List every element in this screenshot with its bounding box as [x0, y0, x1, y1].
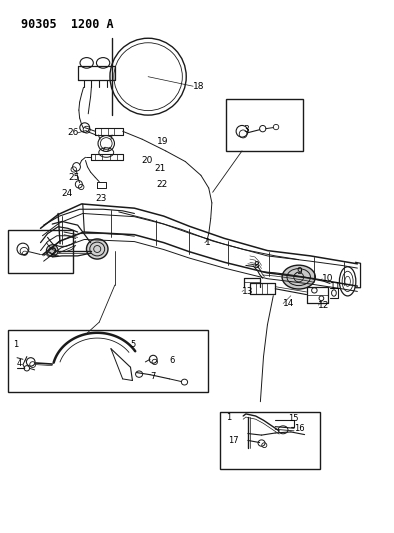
Text: 1: 1 — [205, 238, 210, 247]
Text: 13: 13 — [242, 287, 253, 296]
Text: 21: 21 — [154, 164, 165, 173]
Text: 26: 26 — [67, 128, 78, 138]
Text: 25: 25 — [69, 173, 80, 182]
Ellipse shape — [86, 239, 108, 259]
Text: 14: 14 — [283, 299, 294, 308]
Text: 20: 20 — [141, 156, 153, 165]
Text: 19: 19 — [157, 137, 169, 146]
Text: 9: 9 — [297, 268, 303, 276]
Text: 8: 8 — [254, 261, 260, 270]
Bar — [8, 230, 73, 273]
Text: 5: 5 — [130, 341, 136, 350]
Text: 1: 1 — [226, 413, 231, 422]
Text: 3: 3 — [243, 125, 249, 134]
Text: 24: 24 — [61, 189, 72, 198]
Text: 22: 22 — [156, 180, 167, 189]
Text: 15: 15 — [288, 414, 298, 423]
Text: 10: 10 — [322, 274, 334, 283]
Text: 4: 4 — [16, 359, 22, 368]
Bar — [221, 412, 320, 469]
Bar — [8, 329, 208, 392]
Text: 23: 23 — [95, 194, 107, 203]
Text: 2: 2 — [50, 248, 56, 257]
Text: 90305  1200 A: 90305 1200 A — [21, 18, 113, 31]
Ellipse shape — [282, 265, 315, 289]
Text: 12: 12 — [318, 301, 330, 310]
Text: 1: 1 — [13, 341, 19, 350]
Text: 17: 17 — [228, 436, 239, 445]
Text: 18: 18 — [193, 82, 204, 91]
Text: 7: 7 — [150, 372, 155, 381]
Text: 6: 6 — [169, 356, 175, 365]
Bar — [226, 99, 303, 151]
Text: 11: 11 — [330, 282, 342, 291]
Text: 16: 16 — [294, 424, 305, 433]
Ellipse shape — [46, 245, 58, 256]
